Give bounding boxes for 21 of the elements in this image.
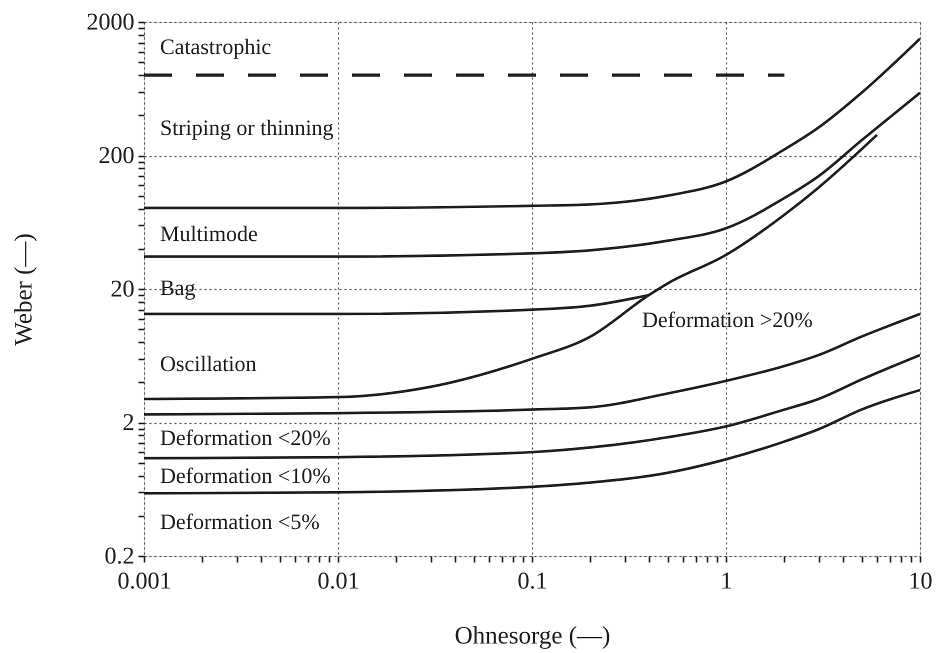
y-tick-label: 0.2: [104, 544, 134, 570]
annotation: Bag: [160, 275, 196, 300]
x-tick-label: 0.001: [118, 568, 172, 594]
annotation: Oscillation: [160, 351, 257, 376]
annotation: Deformation <20%: [160, 425, 331, 450]
x-axis-title: Ohnesorge (—): [454, 622, 610, 650]
annotation: Deformation <10%: [160, 463, 331, 488]
x-tick-label: 1: [720, 568, 732, 594]
annotation: Multimode: [160, 221, 258, 246]
x-tick-label: 10: [908, 568, 932, 594]
x-tick-label: 0.1: [518, 568, 548, 594]
y-axis-title: Weber (—): [10, 233, 38, 346]
annotation: Catastrophic: [160, 34, 272, 59]
annotation: Striping or thinning: [160, 115, 334, 140]
y-tick-label: 200: [98, 143, 134, 169]
y-tick-label: 2: [122, 410, 134, 436]
annotation: Deformation >20%: [642, 307, 813, 332]
y-tick-label: 2000: [86, 10, 134, 36]
x-tick-label: 0.01: [318, 568, 360, 594]
annotation: Deformation <5%: [160, 509, 320, 534]
y-tick-label: 20: [110, 276, 134, 302]
